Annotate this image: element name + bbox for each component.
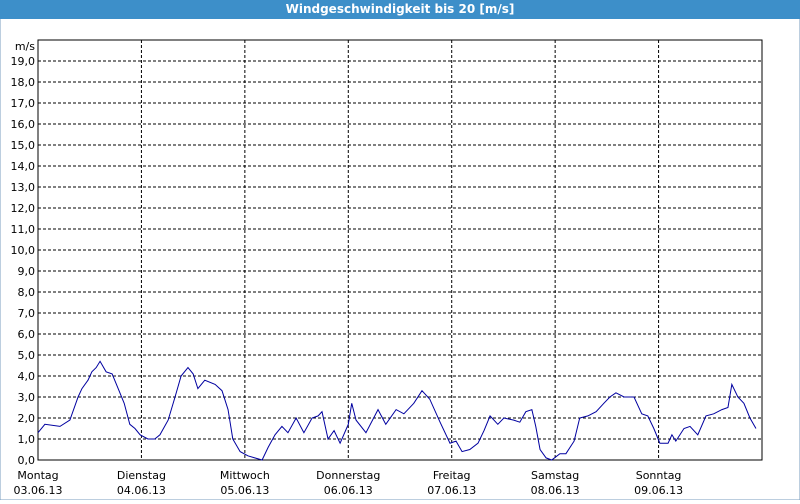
y-tick-label: 14,0: [11, 160, 36, 173]
x-tick-label: Freitag: [433, 469, 471, 482]
y-tick-label: 3,0: [18, 391, 36, 404]
y-tick-label: 11,0: [11, 223, 36, 236]
y-tick-label: 4,0: [18, 370, 36, 383]
x-tick-label: Mittwoch: [220, 469, 270, 482]
plot-frame: [37, 39, 763, 461]
y-tick-label: 9,0: [18, 265, 36, 278]
y-tick-label: 8,0: [18, 286, 36, 299]
title-bar: [0, 0, 800, 19]
x-tick-label: 09.06.13: [634, 484, 683, 497]
x-tick-label: Samstag: [531, 469, 579, 482]
y-tick-label: 12,0: [11, 202, 36, 215]
wind-line: [37, 360, 757, 461]
y-tick-label: 18,0: [11, 76, 36, 89]
x-tick-label: Donnerstag: [316, 469, 380, 482]
x-tick-label: 07.06.13: [427, 484, 476, 497]
y-tick-label: 2,0: [18, 412, 36, 425]
y-tick-label: 17,0: [11, 97, 36, 110]
y-tick-label: 13,0: [11, 181, 36, 194]
x-tick-label: Sonntag: [636, 469, 682, 482]
y-tick-label: 5,0: [18, 349, 36, 362]
y-tick-label: 16,0: [11, 118, 36, 131]
x-tick-label: 08.06.13: [531, 484, 580, 497]
y-tick-label: 0,0: [18, 454, 36, 467]
x-tick-label: 05.06.13: [220, 484, 269, 497]
chart-title: Windgeschwindigkeit bis 20 [m/s]: [286, 2, 515, 16]
y-tick-label: 10,0: [11, 244, 36, 257]
y-tick-label: 7,0: [18, 307, 36, 320]
y-tick-label: 1,0: [18, 433, 36, 446]
x-tick-label: Montag: [17, 469, 58, 482]
y-tick-label: 6,0: [18, 328, 36, 341]
y-axis-unit: m/s: [15, 40, 35, 53]
x-tick-label: Dienstag: [117, 469, 166, 482]
y-tick-label: 19,0: [11, 55, 36, 68]
x-tick-label: 04.06.13: [117, 484, 166, 497]
y-tick-label: 15,0: [11, 139, 36, 152]
x-tick-label: 06.06.13: [324, 484, 373, 497]
x-tick-label: 03.06.13: [14, 484, 63, 497]
